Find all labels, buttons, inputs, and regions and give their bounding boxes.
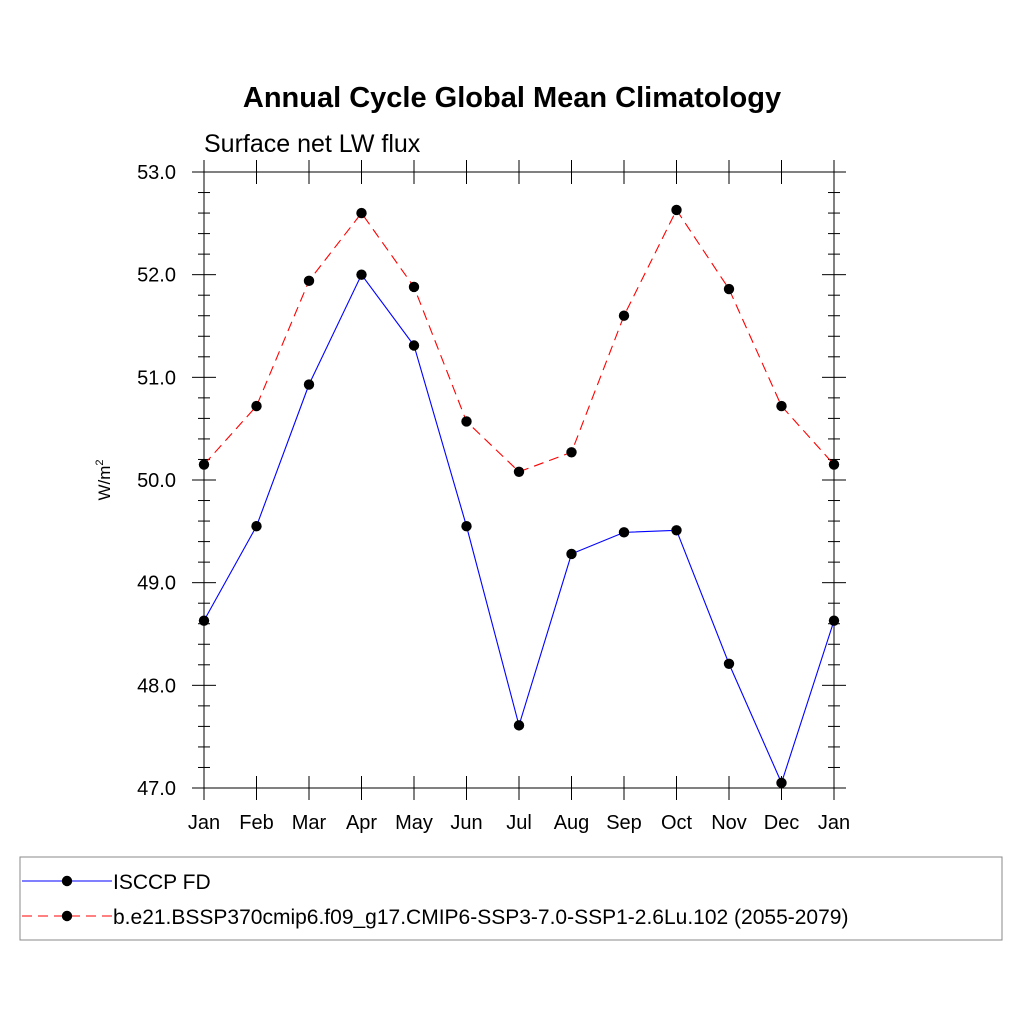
data-point <box>776 400 787 412</box>
series-points <box>198 204 840 789</box>
data-point <box>723 658 735 669</box>
x-tick-label: Feb <box>239 812 273 834</box>
y-tick-label: 47.0 <box>137 778 176 800</box>
data-point <box>671 525 682 536</box>
data-point <box>776 777 787 789</box>
data-point <box>618 310 630 321</box>
y-tick-label: 53.0 <box>137 162 176 184</box>
chart-title: Annual Cycle Global Mean Climatology <box>243 82 781 114</box>
data-point <box>303 379 315 390</box>
y-tick-label: 51.0 <box>137 367 176 389</box>
legend-marker <box>61 875 73 887</box>
data-point <box>461 416 472 427</box>
data-point <box>618 527 630 538</box>
data-point <box>251 521 262 532</box>
axis-tick-labels: Jan Feb Mar Apr May Jun Jul Aug Sep Oct Nov Dec Jan 4… <box>137 162 850 834</box>
legend-label-1: ISCCP FD <box>113 871 211 894</box>
y-tick-label: 49.0 <box>137 573 176 595</box>
legend-label-2: b.e21.BSSP370cmip6.f09_g17.CMIP6-SSP3-7.… <box>113 906 848 929</box>
data-point <box>251 400 262 412</box>
data-point <box>566 548 577 560</box>
y-tick-label: 50.0 <box>137 470 176 492</box>
x-tick-label: Aug <box>554 812 590 834</box>
data-point <box>408 281 420 293</box>
y-tick-label: 48.0 <box>137 675 176 697</box>
legend-box <box>19 856 1003 941</box>
axis-ticks <box>192 160 846 800</box>
data-point <box>356 207 367 219</box>
data-point <box>356 269 367 280</box>
x-tick-label: Jul <box>506 812 532 834</box>
x-tick-label: May <box>395 812 433 834</box>
y-axis-label: W/m2 <box>94 459 114 500</box>
y-axis-label-text: W/m <box>95 466 114 501</box>
y-tick-label: 52.0 <box>137 265 176 287</box>
x-tick-label: Mar <box>292 812 327 834</box>
plot-frame <box>203 171 835 789</box>
legend: ISCCP FD b.e21.BSSP370cmip6.f09_g17.CMIP6… <box>19 856 1003 941</box>
data-point <box>566 447 577 458</box>
data-point <box>671 204 682 216</box>
x-tick-label: Sep <box>606 812 642 834</box>
legend-marker <box>61 910 73 922</box>
x-tick-label: Nov <box>711 812 747 834</box>
data-point <box>303 275 315 287</box>
data-point <box>723 283 735 295</box>
svg-text:W/m2: W/m2 <box>94 459 114 500</box>
x-tick-label: Oct <box>661 812 693 834</box>
series-line-1 <box>203 273 835 785</box>
series-lines <box>203 208 835 785</box>
data-point <box>461 521 472 532</box>
data-point <box>513 466 525 477</box>
data-point <box>408 340 420 351</box>
x-tick-label: Jan <box>818 812 850 834</box>
x-tick-label: Dec <box>764 812 800 834</box>
series-line-2 <box>203 208 835 473</box>
x-tick-label: Apr <box>346 812 377 834</box>
chart-subtitle: Surface net LW flux <box>204 130 421 158</box>
y-axis-label-superscript: 2 <box>94 459 106 465</box>
data-point <box>513 720 525 731</box>
x-tick-label: Jan <box>188 812 220 834</box>
x-tick-label: Jun <box>450 812 482 834</box>
